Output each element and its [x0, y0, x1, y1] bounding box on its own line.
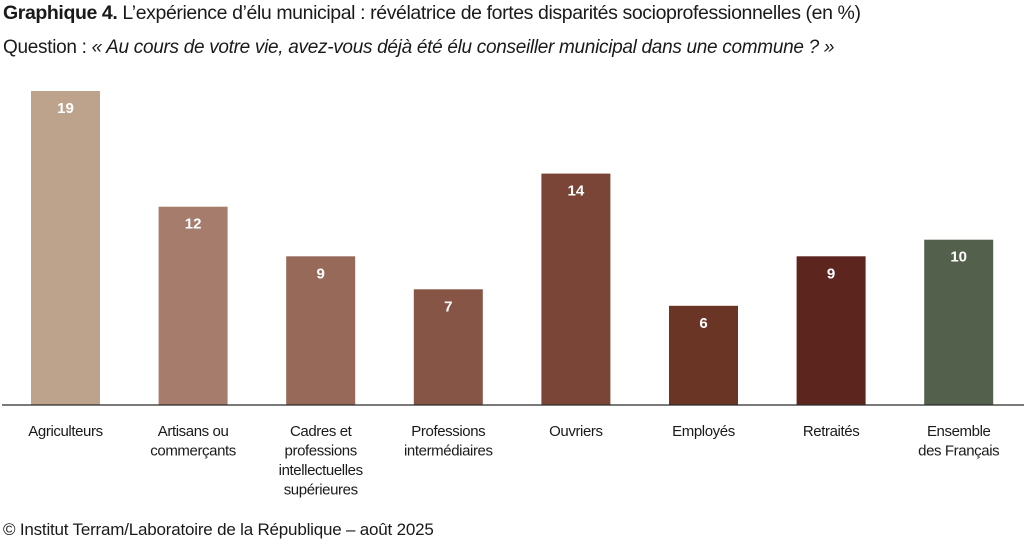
question-text: « Au cours de votre vie, avez-vous déjà …	[91, 37, 835, 58]
data-label: 7	[444, 298, 452, 315]
data-label: 9	[317, 265, 325, 282]
category-tick-label: Professions intermédiaires	[404, 423, 493, 460]
data-label: 14	[568, 183, 585, 200]
category-tick-label: Agriculteurs	[28, 423, 102, 440]
category-tick-label: Employés	[672, 423, 735, 440]
chart-title: Graphique 4. L’expérience d’élu municipa…	[3, 2, 861, 25]
bar	[669, 305, 738, 405]
question-prefix: Question :	[3, 37, 92, 58]
bar	[286, 256, 356, 405]
chart-title-prefix: Graphique 4.	[3, 2, 118, 24]
data-label: 10	[950, 249, 967, 266]
data-label: 12	[185, 216, 202, 233]
category-tick-label: Cadres et professions intellectuelles supér…	[279, 423, 363, 499]
source-credit: © Institut Terram/Laboratoire de la Répu…	[3, 520, 434, 539]
category-tick-label: Artisans ou commerçants	[150, 423, 236, 460]
chart-question: Question : « Au cours de votre vie, avez…	[3, 37, 834, 59]
bar	[158, 206, 228, 405]
bar	[796, 256, 866, 405]
category-tick-label: Retraités	[803, 423, 859, 440]
chart-title-text: L’expérience d’élu municipal : révélatri…	[117, 2, 861, 24]
bar	[924, 239, 994, 405]
bar	[413, 289, 483, 405]
category-tick-label: Ensemble des Français	[918, 423, 999, 460]
data-label: 6	[699, 315, 707, 332]
category-tick-label: Ouvriers	[549, 423, 602, 440]
bar-chart: 19 Agriculteurs 12 Artisans ou commerçants 9 C…	[2, 91, 1024, 499]
data-label: 9	[827, 265, 835, 282]
bar	[541, 173, 611, 405]
bar	[31, 91, 100, 405]
data-label: 19	[57, 100, 74, 117]
